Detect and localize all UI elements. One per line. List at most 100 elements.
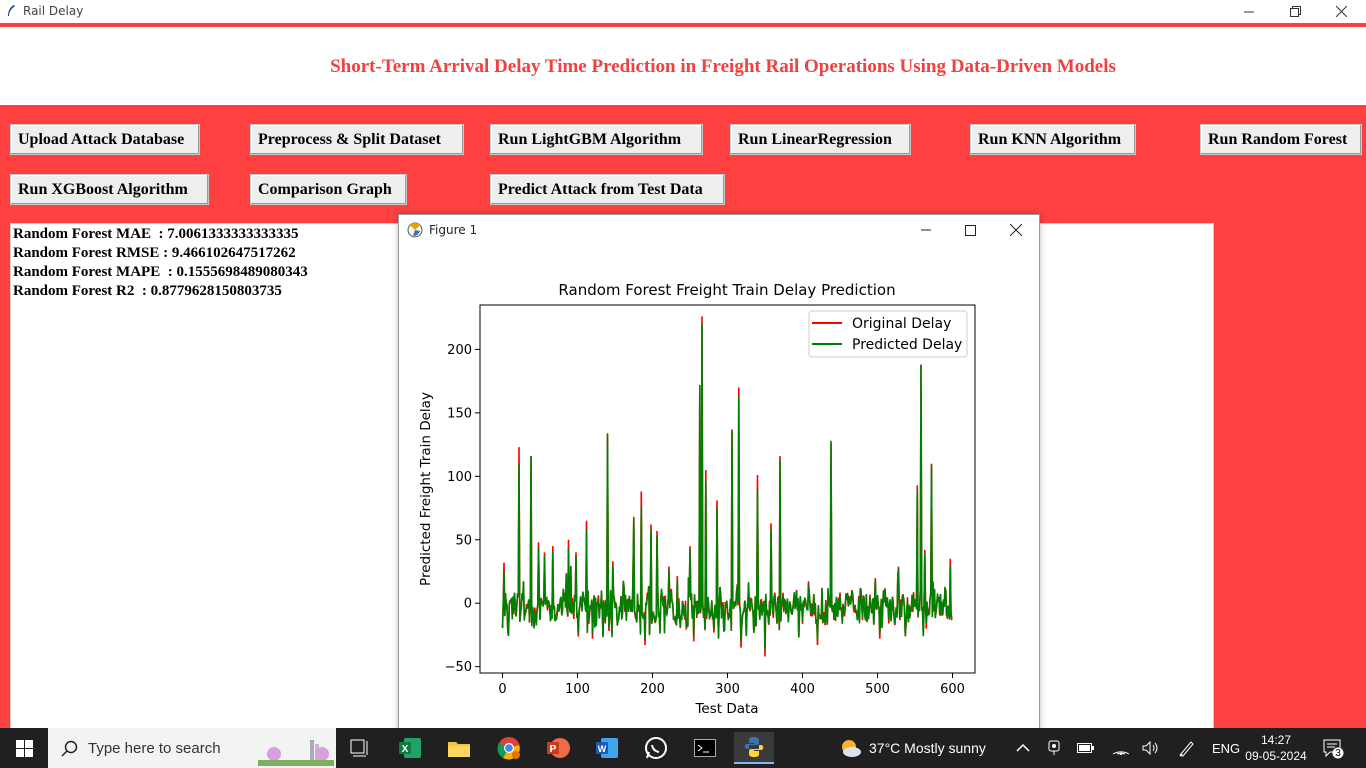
clock-time: 14:27 [1260,733,1292,747]
x-tick-label: 200 [640,682,665,697]
run-knn-button[interactable]: Run KNN Algorithm [970,124,1136,155]
x-tick-label: 300 [715,682,740,697]
y-tick-label: 50 [455,533,472,548]
notification-icon [1323,739,1344,759]
page-title: Short-Term Arrival Delay Time Prediction… [330,56,1116,77]
notification-center-button[interactable]: 3 [1322,728,1344,768]
upload-database-button[interactable]: Upload Attack Database [10,124,200,155]
chevron-up-icon [1016,743,1030,752]
output-line-r2: Random Forest R2 : 0.8779628150803735 [13,283,282,299]
minimize-icon [921,229,931,231]
taskbar-file-explorer[interactable] [439,732,479,764]
y-tick-label: 150 [447,406,472,421]
output-line-mape: Random Forest MAPE : 0.1555698489080343 [13,264,308,280]
restore-button[interactable] [1272,0,1318,23]
title-divider [0,23,1366,27]
wifi-icon [1112,751,1130,755]
clock[interactable]: 14:27 09-05-2024 [1244,728,1308,768]
y-tick-label: −50 [445,660,472,675]
terminal-icon [694,739,716,757]
weather-sun-icon [842,740,861,757]
taskbar-search-box[interactable]: Type here to search [48,728,336,768]
restore-icon [1289,6,1301,17]
search-icon [61,740,78,757]
pen-tray-button[interactable] [1178,728,1196,768]
figure-close-button[interactable] [993,215,1039,245]
x-tick-label: 0 [498,682,506,697]
network-tray-button[interactable] [1112,728,1130,768]
show-hidden-icons-button[interactable] [1016,728,1030,768]
delay-prediction-chart: Random Forest Freight Train Delay Predic… [418,281,976,717]
legend-label: Original Delay [852,316,951,332]
svg-text:P: P [550,744,557,755]
svg-text:X: X [402,744,409,755]
taskbar-excel[interactable]: X [390,732,430,764]
search-highlight-icon [258,740,334,766]
y-tick-label: 0 [464,597,472,612]
figure-minimize-button[interactable] [903,215,949,245]
speaker-icon [1142,741,1158,755]
y-tick-label: 200 [447,343,472,358]
pen-icon [1179,741,1194,757]
x-axis-label: Test Data [694,701,758,717]
figure-maximize-button[interactable] [947,215,993,245]
task-view-button[interactable] [340,732,380,764]
webcam-tray-button[interactable] [1047,728,1061,768]
task-view-icon [350,739,368,757]
powerpoint-icon: P [547,738,570,758]
word-icon: W [596,738,618,758]
whatsapp-icon [645,737,667,759]
run-linear-regression-button[interactable]: Run LinearRegression [730,124,911,155]
matplotlib-icon [407,222,423,238]
python-icon [744,737,764,757]
x-tick-label: 400 [790,682,815,697]
volume-tray-button[interactable] [1142,728,1160,768]
feather-icon [8,5,15,16]
window-title: Rail Delay [23,4,84,18]
battery-tray-button[interactable] [1077,728,1095,768]
close-icon [1335,6,1347,17]
figure-window[interactable]: Figure 1 Random Forest Freight Train Del… [398,214,1040,744]
legend-label: Predicted Delay [852,337,962,353]
run-random-forest-button[interactable]: Run Random Forest [1200,124,1362,155]
language-indicator[interactable]: ENG [1212,740,1241,756]
taskbar-chrome[interactable] [489,732,529,764]
start-button[interactable] [0,728,48,768]
clock-date: 09-05-2024 [1245,749,1307,763]
maximize-icon [964,224,976,236]
predict-attack-button[interactable]: Predict Attack from Test Data [490,174,725,205]
x-tick-label: 500 [865,682,890,697]
y-tick-label: 100 [447,470,472,485]
windows-icon [15,739,33,757]
weather-widget[interactable]: 37°C Mostly sunny [838,728,986,768]
figure-title: Figure 1 [429,223,478,237]
taskbar-python[interactable] [734,732,774,764]
close-button[interactable] [1318,0,1364,23]
minimize-button[interactable] [1226,0,1272,23]
svg-text:W: W [598,744,607,754]
preprocess-split-button[interactable]: Preprocess & Split Dataset [250,124,464,155]
output-line-rmse: Random Forest RMSE : 9.466102647517262 [13,245,296,261]
header-panel: Short-Term Arrival Delay Time Prediction… [0,27,1366,105]
taskbar-terminal[interactable] [685,732,725,764]
close-icon [1010,224,1022,236]
taskbar: Type here to search X P W 37°C Mostly su… [0,728,1366,768]
window-title-bar: Rail Delay [0,0,1366,23]
notification-count: 3 [1335,748,1341,759]
webcam-icon [1048,740,1060,755]
chrome-icon [497,737,520,760]
legend-box [808,310,968,358]
battery-icon [1077,743,1094,753]
taskbar-word[interactable]: W [587,732,627,764]
weather-text: 37°C Mostly sunny [869,740,986,756]
excel-icon: X [399,738,421,758]
minimize-icon [1244,11,1254,12]
comparison-graph-button[interactable]: Comparison Graph [250,174,407,205]
taskbar-powerpoint[interactable]: P [538,732,578,764]
taskbar-whatsapp[interactable] [636,732,676,764]
x-tick-label: 100 [565,682,590,697]
run-lightgbm-button[interactable]: Run LightGBM Algorithm [490,124,703,155]
run-xgboost-button[interactable]: Run XGBoost Algorithm [10,174,209,205]
folder-icon [448,742,470,757]
search-placeholder: Type here to search [88,740,221,757]
